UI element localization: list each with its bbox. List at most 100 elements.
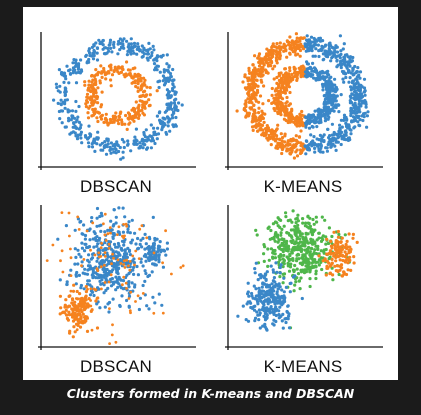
data-point (94, 95, 98, 99)
data-point (97, 251, 101, 255)
data-point (339, 240, 343, 244)
data-point (325, 53, 329, 57)
data-point (98, 255, 101, 259)
data-point (276, 240, 280, 244)
data-point (91, 107, 95, 112)
data-point (287, 43, 291, 47)
data-point (289, 262, 293, 266)
data-point (279, 86, 283, 90)
data-point (241, 80, 245, 84)
data-point (309, 35, 314, 39)
data-point (306, 215, 310, 219)
data-point (122, 140, 126, 144)
data-point (133, 44, 137, 48)
data-point (294, 134, 298, 138)
data-point (291, 228, 295, 232)
data-point (295, 36, 299, 40)
data-point (116, 241, 120, 246)
data-point (135, 264, 139, 269)
data-point (300, 296, 304, 301)
data-point (253, 115, 257, 119)
data-point (90, 89, 95, 93)
data-point (141, 292, 145, 295)
data-point (95, 51, 99, 55)
data-point (147, 41, 151, 45)
data-point (109, 273, 113, 277)
data-point (150, 53, 154, 58)
data-point (338, 123, 342, 127)
series-blue-0 (52, 37, 184, 161)
data-point (358, 89, 362, 93)
data-point (91, 84, 95, 88)
data-point (104, 143, 108, 147)
data-point (99, 265, 103, 269)
data-point (64, 308, 68, 312)
data-point (342, 55, 346, 59)
data-point (161, 261, 164, 265)
data-point (51, 243, 55, 247)
data-point (278, 101, 282, 105)
data-point (145, 304, 149, 308)
series-blue-2 (236, 261, 304, 332)
data-point (141, 236, 145, 240)
data-point (280, 45, 284, 49)
data-point (136, 82, 140, 86)
data-point (141, 111, 145, 115)
data-point (140, 84, 144, 88)
data-point (74, 109, 78, 113)
data-point (127, 305, 131, 309)
data-point (102, 222, 105, 226)
data-point (128, 114, 132, 118)
data-point (342, 61, 346, 65)
data-point (94, 91, 98, 95)
data-point (171, 116, 175, 120)
data-point (252, 112, 256, 116)
data-point (254, 228, 258, 232)
data-point (115, 140, 119, 144)
data-point (55, 85, 59, 90)
data-point (282, 42, 286, 46)
data-point (266, 247, 270, 251)
data-point (332, 109, 336, 113)
data-point (73, 307, 77, 311)
data-point (277, 299, 281, 303)
data-point (74, 297, 78, 300)
data-point (163, 117, 167, 121)
data-point (93, 253, 97, 257)
data-point (120, 294, 124, 298)
data-point (121, 283, 124, 287)
data-point (135, 139, 139, 143)
data-point (246, 281, 250, 285)
data-point (170, 113, 174, 117)
data-point (174, 97, 178, 101)
data-point (122, 73, 126, 77)
data-point (325, 100, 329, 104)
data-point (341, 258, 345, 263)
data-point (106, 232, 110, 236)
data-point (164, 229, 168, 233)
data-point (68, 68, 72, 72)
data-point (127, 285, 131, 289)
data-point (344, 133, 348, 137)
data-point (98, 306, 102, 310)
data-point (125, 224, 129, 228)
data-point (106, 138, 110, 142)
data-point (147, 307, 151, 311)
data-point (95, 297, 99, 300)
data-point (341, 253, 345, 258)
data-point (141, 142, 145, 146)
data-point (127, 122, 131, 126)
data-point (121, 156, 125, 160)
data-point (323, 257, 327, 261)
data-point (168, 129, 172, 133)
data-point (256, 313, 260, 317)
data-point (333, 53, 337, 57)
data-point (89, 287, 93, 291)
data-point (323, 44, 327, 48)
data-point (141, 54, 145, 58)
data-point (127, 72, 131, 76)
data-point (87, 145, 91, 149)
data-point (121, 150, 125, 154)
data-point (294, 234, 298, 238)
data-point (268, 237, 272, 241)
